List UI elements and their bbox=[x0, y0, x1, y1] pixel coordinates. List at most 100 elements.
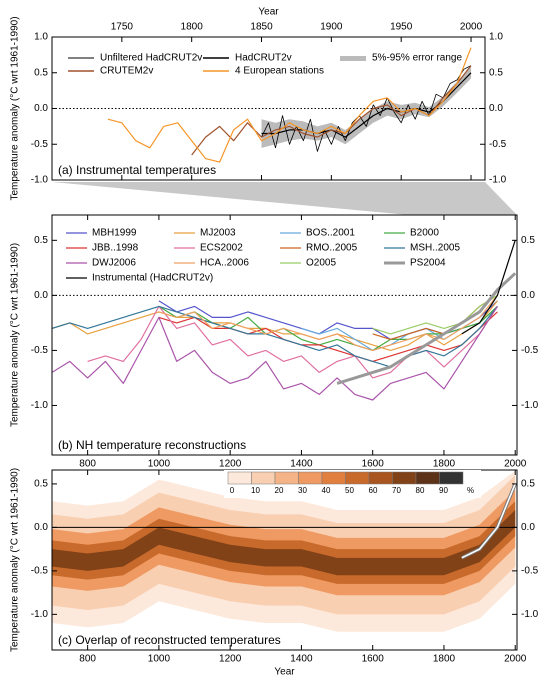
x-tick-label: 2000 bbox=[460, 22, 483, 33]
y-tick-label: 0.0 bbox=[34, 290, 48, 301]
y-tick-label: 0.0 bbox=[34, 103, 48, 114]
y-tick-label: 0.0 bbox=[521, 522, 535, 533]
colorbar-label: 20 bbox=[275, 486, 284, 495]
series-line bbox=[87, 305, 498, 379]
series-line bbox=[52, 306, 498, 401]
x-tick-label: 1950 bbox=[390, 22, 413, 33]
y-tick-label: 0.5 bbox=[34, 67, 48, 78]
panel-caption: (b) NH temperature reconstructions bbox=[58, 438, 246, 452]
legend-label: MSH..2005 bbox=[410, 243, 460, 254]
y-tick-label: -1.0 bbox=[489, 175, 507, 186]
y-tick-label: 0.5 bbox=[34, 479, 48, 490]
x-axis-label: Year bbox=[274, 667, 295, 678]
x-tick-label: 1000 bbox=[148, 654, 171, 665]
legend-label: MJ2003 bbox=[200, 228, 236, 239]
legend-label: CRUTEM2v bbox=[100, 66, 153, 77]
x-tick-label: 1800 bbox=[433, 459, 456, 470]
x-tick-label: 1800 bbox=[433, 654, 456, 665]
legend-label: HadCRUT2v bbox=[235, 53, 292, 64]
legend-label: PS2004 bbox=[410, 258, 446, 269]
plot-frame bbox=[51, 214, 518, 456]
x-tick-label: 1000 bbox=[148, 459, 171, 470]
y-tick-label: 0.5 bbox=[521, 235, 535, 246]
colorbar-cell bbox=[274, 471, 299, 485]
x-tick-label: 800 bbox=[79, 459, 96, 470]
legend-label: O2005 bbox=[306, 258, 336, 269]
y-tick-label: 1.0 bbox=[34, 32, 48, 43]
y-tick-label: 1.0 bbox=[489, 32, 503, 43]
colorbar-cell bbox=[368, 471, 393, 485]
series-line bbox=[372, 294, 498, 335]
x-tick-label: 1850 bbox=[250, 22, 273, 33]
x-tick-label: 800 bbox=[79, 654, 96, 665]
colorbar-unit: % bbox=[467, 486, 474, 495]
y-tick-label: 0.5 bbox=[521, 479, 535, 490]
y-tick-label: -1.0 bbox=[521, 400, 539, 411]
series-line bbox=[107, 47, 472, 163]
x-tick-label: 1800 bbox=[181, 22, 204, 33]
series-line bbox=[52, 305, 498, 368]
colorbar-label: 30 bbox=[298, 486, 307, 495]
panel: -1.0 -1.0 -0.5 -0.5 0.0 0.0 0.5 0.5 1.0 1.0 1750 18… bbox=[10, 7, 507, 201]
zoom-connector bbox=[52, 182, 517, 215]
legend-label: 4 European stations bbox=[235, 66, 324, 77]
legend-label: JBB..1998 bbox=[92, 243, 139, 254]
y-tick-label: 0.0 bbox=[489, 103, 503, 114]
legend-label: MBH1999 bbox=[92, 228, 137, 239]
y-tick-label: -1.0 bbox=[521, 609, 539, 620]
colorbar-cell bbox=[251, 471, 276, 485]
series-line bbox=[461, 483, 516, 559]
legend-swatch bbox=[340, 56, 366, 61]
plot-area bbox=[52, 470, 517, 632]
series-line bbox=[158, 295, 498, 351]
x-tick-label: 1600 bbox=[362, 654, 385, 665]
series-line bbox=[336, 272, 517, 385]
colorbar-label: 0 bbox=[230, 486, 235, 495]
overlap-band bbox=[52, 510, 516, 576]
y-tick-label: -1.0 bbox=[31, 609, 49, 620]
y-axis-label: Temperature anomaly (°C wrt 1961-1990) bbox=[10, 16, 21, 200]
legend-label: 5%-95% error range bbox=[372, 53, 462, 64]
colorbar-label: 70 bbox=[392, 486, 401, 495]
legend-label: ECS2002 bbox=[200, 243, 243, 254]
colorbar-cell bbox=[321, 471, 346, 485]
colorbar-cell bbox=[392, 471, 417, 485]
y-tick-label: -0.5 bbox=[521, 566, 539, 577]
colorbar-cell bbox=[227, 471, 252, 485]
y-tick-label: -0.5 bbox=[489, 139, 507, 150]
y-tick-label: -0.5 bbox=[31, 345, 49, 356]
x-tick-label: 1200 bbox=[219, 654, 242, 665]
y-axis-label: Temperature anomaly (°C wrt 1961-1990) bbox=[10, 243, 21, 427]
panel-caption: (c) Overlap of reconstructed temperature… bbox=[58, 633, 281, 647]
legend-label: RMO..2005 bbox=[306, 243, 358, 254]
y-tick-label: 0.5 bbox=[489, 67, 503, 78]
y-tick-label: 0.0 bbox=[34, 522, 48, 533]
x-tick-label: 2000 bbox=[504, 654, 527, 665]
x-tick-label: 1200 bbox=[219, 459, 242, 470]
x-tick-label: 1400 bbox=[290, 459, 313, 470]
colorbar-cell bbox=[439, 471, 464, 485]
panel: -1.0 -1.0 -0.5 -0.5 0.0 0.0 0.5 0.5 800 1000 1200 1… bbox=[10, 468, 539, 678]
y-tick-label: -0.5 bbox=[31, 139, 49, 150]
y-tick-label: 0.5 bbox=[34, 235, 48, 246]
y-tick-label: -1.0 bbox=[31, 175, 49, 186]
legend-label: B2000 bbox=[410, 228, 439, 239]
panel-caption: (a) Instrumental temperatures bbox=[58, 163, 216, 177]
y-tick-label: -0.5 bbox=[31, 566, 49, 577]
error-band bbox=[261, 67, 472, 148]
colorbar-cell bbox=[345, 471, 370, 485]
colorbar-cell bbox=[298, 471, 323, 485]
colorbar-label: 50 bbox=[345, 486, 354, 495]
colorbar-label: 90 bbox=[439, 486, 448, 495]
legend-label: Unfiltered HadCRUT2v bbox=[100, 53, 202, 64]
y-tick-label: -1.0 bbox=[31, 400, 49, 411]
legend-label: HCA..2006 bbox=[200, 258, 249, 269]
x-tick-label: 1400 bbox=[290, 654, 313, 665]
x-tick-label: 1750 bbox=[111, 22, 134, 33]
plot-area bbox=[52, 47, 485, 163]
x-axis-label: Year bbox=[258, 7, 279, 18]
legend-label: Instrumental (HadCRUT2v) bbox=[92, 273, 213, 284]
x-tick-label: 2000 bbox=[504, 459, 527, 470]
